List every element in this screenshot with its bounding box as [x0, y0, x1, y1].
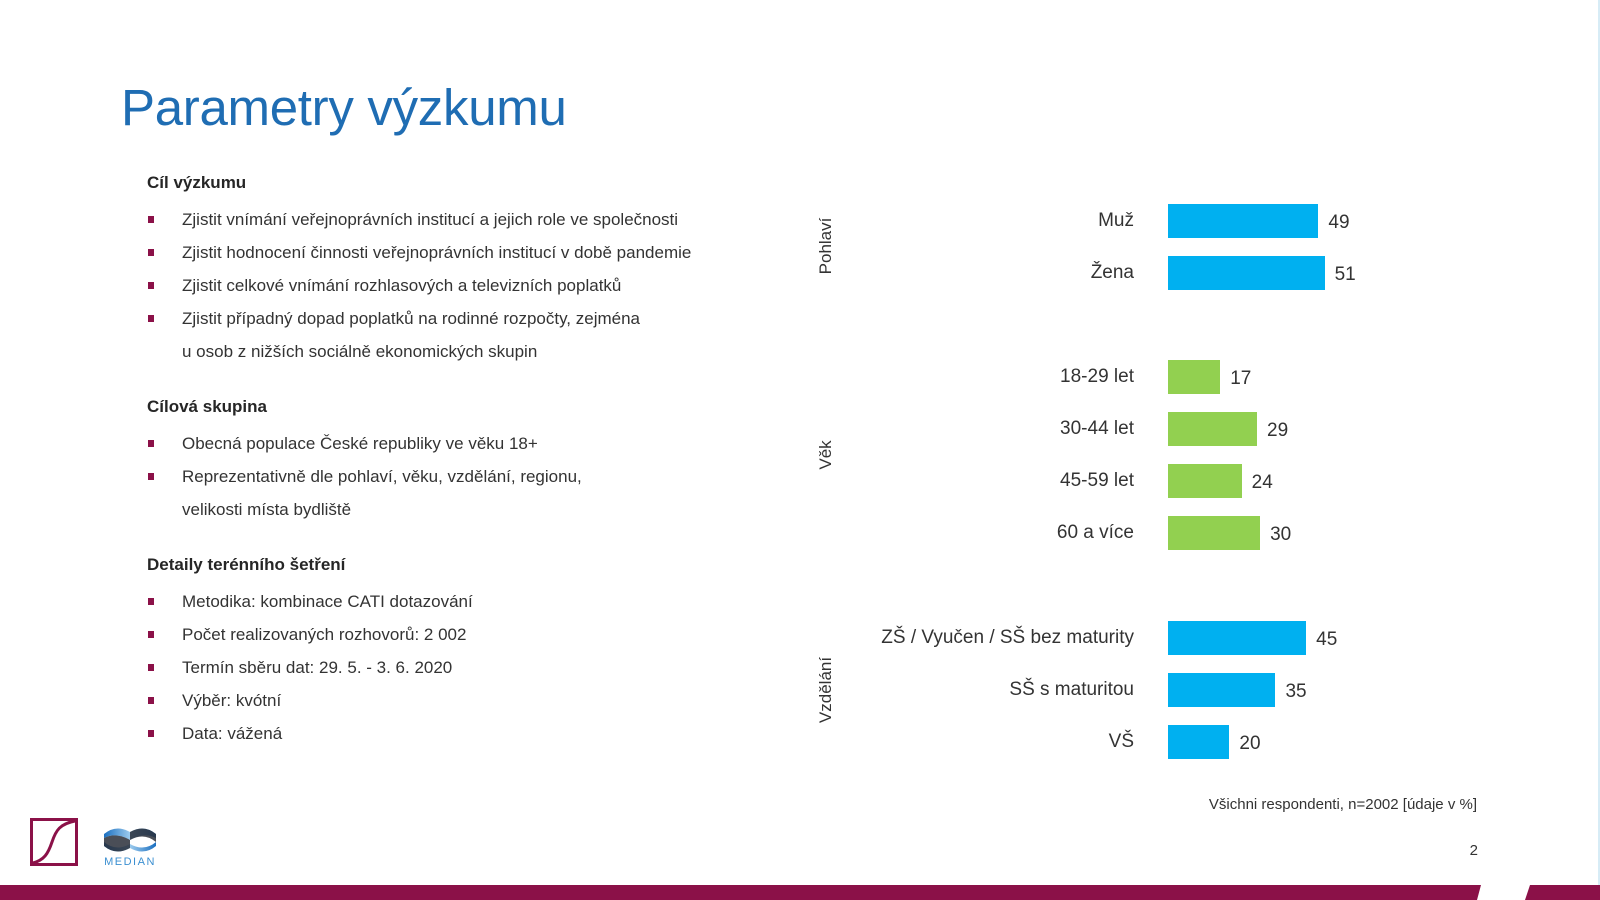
bar-row-female: Žena 51	[800, 256, 1500, 290]
bar-label: 30-44 let	[1060, 418, 1134, 439]
research-parameters-text: Cíl výzkumu Zjistit vnímání veřejnoprávn…	[147, 170, 767, 776]
bar-row-age-45-59: 45-59 let 24	[800, 464, 1500, 498]
bar-label: 45-59 let	[1060, 470, 1134, 491]
bar-row-age-60-plus: 60 a více 30	[800, 516, 1500, 550]
bullet-text: Data: vážená	[182, 724, 283, 743]
stem-logo-icon	[30, 818, 78, 866]
bullet-item: Zjistit případný dopad poplatků na rodin…	[147, 302, 767, 335]
bar-row-edu-secondary: SŠ s maturitou 35	[800, 673, 1500, 707]
bar-value: 35	[1285, 681, 1307, 702]
bullet-square-icon	[148, 216, 154, 223]
bullet-item: Zjistit vnímání veřejnoprávních instituc…	[147, 203, 767, 236]
bar-value: 45	[1316, 629, 1338, 650]
bar	[1168, 516, 1261, 550]
median-ring-icon	[104, 828, 156, 852]
bullet-text: Zjistit hodnocení činnosti veřejnoprávní…	[182, 243, 692, 262]
bullet-item: Termín sběru dat: 29. 5. - 3. 6. 2020	[147, 651, 767, 684]
bullet-square-icon	[148, 315, 154, 322]
bar-value: 20	[1239, 733, 1261, 754]
bar	[1168, 621, 1307, 655]
page-title: Parametry výzkumu	[121, 79, 567, 136]
bullet-square-icon	[148, 697, 154, 704]
bullet-text: Výběr: kvótní	[182, 691, 282, 710]
bullet-square-icon	[148, 440, 154, 447]
bullet-item: Metodika: kombinace CATI dotazování	[147, 585, 767, 618]
bullet-list: Obecná populace České republiky ve věku …	[147, 427, 767, 526]
bar-row-male: Muž 49	[800, 204, 1500, 238]
section-fieldwork-details: Detaily terénního šetření Metodika: komb…	[147, 552, 767, 750]
bar-value: 17	[1230, 368, 1252, 389]
section-heading: Cílová skupina	[147, 397, 267, 416]
bar-row-age-30-44: 30-44 let 29	[800, 412, 1500, 446]
bar-row-edu-university: VŠ 20	[800, 725, 1500, 759]
bar-row-age-18-29: 18-29 let 17	[800, 360, 1500, 394]
demographics-bar-chart: Pohlaví Věk Vzdělání Muž 49 Žena 51 18-2…	[800, 180, 1500, 780]
bar-label: SŠ s maturitou	[1009, 679, 1134, 700]
bar-value: 29	[1267, 420, 1289, 441]
bar-value: 24	[1251, 472, 1273, 493]
bar-label: Muž	[1098, 210, 1134, 231]
bullet-square-icon	[148, 730, 154, 737]
bullet-item: Obecná populace České republiky ve věku …	[147, 427, 767, 460]
bar	[1168, 360, 1221, 394]
bar-label: VŠ	[1108, 731, 1134, 752]
bar	[1168, 464, 1242, 498]
bar	[1168, 673, 1276, 707]
section-target-group: Cílová skupina Obecná populace České rep…	[147, 394, 767, 526]
bar-label: Žena	[1090, 262, 1134, 283]
bar	[1168, 412, 1258, 446]
slide-right-edge	[1598, 0, 1600, 885]
bullet-text: u osob z nižších sociálně ekonomických s…	[182, 342, 538, 361]
bullet-text: Termín sběru dat: 29. 5. - 3. 6. 2020	[182, 658, 453, 677]
bullet-item: Reprezentativně dle pohlaví, věku, vzděl…	[147, 460, 767, 493]
bullet-square-icon	[148, 631, 154, 638]
section-research-goal: Cíl výzkumu Zjistit vnímání veřejnoprávn…	[147, 170, 767, 368]
bullet-item: Zjistit celkové vnímání rozhlasových a t…	[147, 269, 767, 302]
median-logo: MEDIAN	[100, 824, 160, 872]
page-number: 2	[1469, 842, 1478, 859]
bullet-item: Počet realizovaných rozhovorů: 2 002	[147, 618, 767, 651]
footer-band	[0, 885, 1600, 900]
bullet-square-icon	[148, 664, 154, 671]
bullet-item: Zjistit hodnocení činnosti veřejnoprávní…	[147, 236, 767, 269]
bar-row-edu-basic: ZŠ / Vyučen / SŠ bez maturity 45	[800, 621, 1500, 655]
bar	[1168, 204, 1319, 238]
bar-value: 30	[1270, 524, 1292, 545]
chart-footnote: Všichni respondenti, n=2002 [údaje v %]	[1208, 796, 1477, 813]
bullet-square-icon	[148, 282, 154, 289]
bullet-text: Zjistit případný dopad poplatků na rodin…	[182, 309, 641, 328]
bar-label: 18-29 let	[1060, 366, 1134, 387]
bullet-list: Metodika: kombinace CATI dotazování Poče…	[147, 585, 767, 750]
bullet-continuation: u osob z nižších sociálně ekonomických s…	[147, 335, 767, 368]
bullet-continuation: velikosti místa bydliště	[147, 493, 767, 526]
median-logo-text: MEDIAN	[104, 856, 156, 868]
bullet-text: Obecná populace České republiky ve věku …	[182, 434, 538, 453]
bullet-text: Zjistit celkové vnímání rozhlasových a t…	[182, 276, 622, 295]
bullet-square-icon	[148, 473, 154, 480]
bar-label: ZŠ / Vyučen / SŠ bez maturity	[881, 627, 1134, 648]
section-heading: Detaily terénního šetření	[147, 555, 346, 574]
bullet-square-icon	[148, 598, 154, 605]
bar-value: 49	[1328, 212, 1350, 233]
bullet-text: Zjistit vnímání veřejnoprávních instituc…	[182, 210, 679, 229]
bullet-square-icon	[148, 249, 154, 256]
bar	[1168, 256, 1325, 290]
bullet-list: Zjistit vnímání veřejnoprávních instituc…	[147, 203, 767, 368]
bullet-text: Počet realizovaných rozhovorů: 2 002	[182, 625, 467, 644]
bullet-text: velikosti místa bydliště	[182, 500, 352, 519]
bullet-item: Data: vážená	[147, 717, 767, 750]
bar	[1168, 725, 1230, 759]
bar-value: 51	[1334, 264, 1356, 285]
bullet-text: Reprezentativně dle pohlaví, věku, vzděl…	[182, 467, 582, 486]
section-heading: Cíl výzkumu	[147, 173, 247, 192]
bullet-text: Metodika: kombinace CATI dotazování	[182, 592, 473, 611]
bar-label: 60 a více	[1056, 522, 1134, 543]
bullet-item: Výběr: kvótní	[147, 684, 767, 717]
